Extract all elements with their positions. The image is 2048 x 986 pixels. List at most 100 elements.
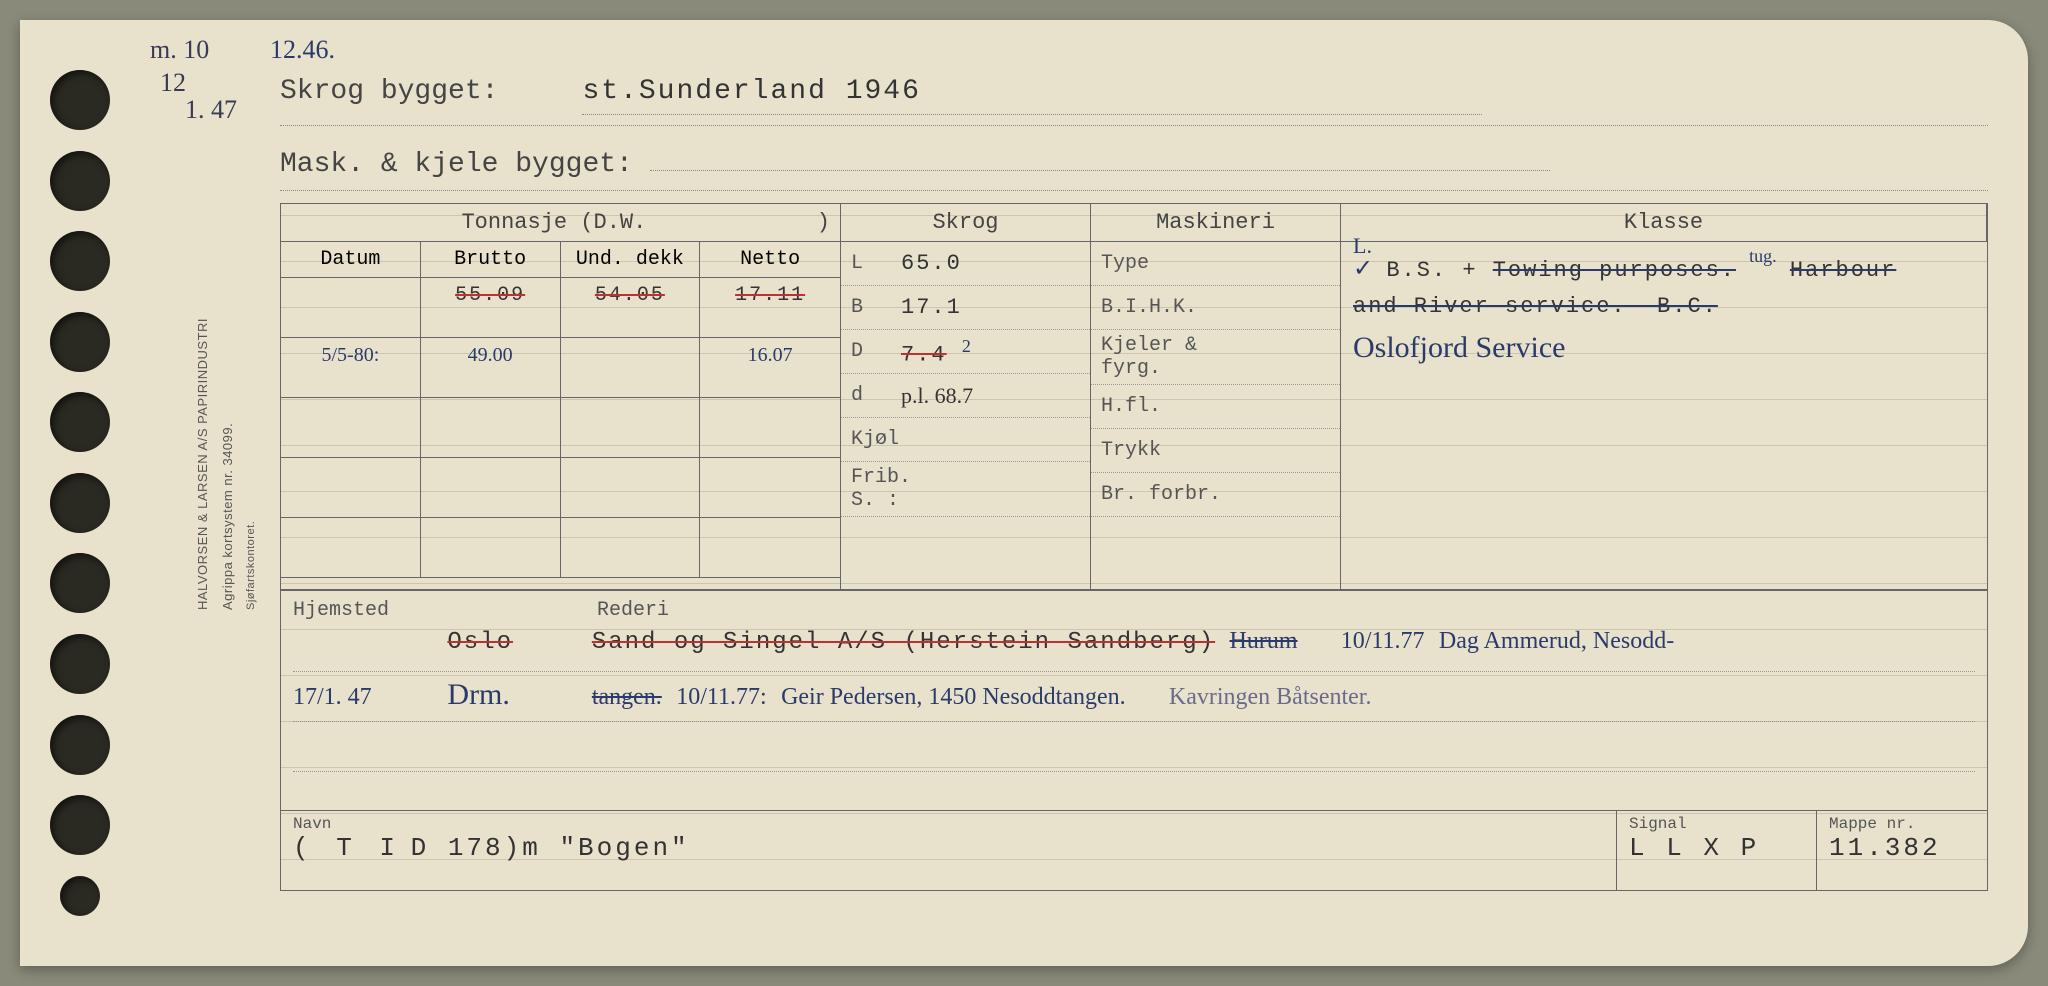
tonnage-title-close: ) <box>817 210 830 235</box>
tonnage-block: Datum Brutto Und. dekk Netto 55.09 54.05… <box>281 242 841 590</box>
B-label: B <box>851 296 901 319</box>
mappe-value: 11.382 <box>1829 833 1975 863</box>
klasse-hand-line: Oslofjord Service <box>1353 331 1565 364</box>
kjol-label: Kjøl <box>851 428 941 451</box>
type-label: Type <box>1101 252 1191 275</box>
br-label: Br. forbr. <box>1101 483 1231 506</box>
B-value: 17.1 <box>901 295 962 320</box>
trykk-label: Trykk <box>1101 439 1191 462</box>
skrog-bygget-row: Skrog bygget: st.Sunderland 1946 <box>280 70 1988 126</box>
hole <box>50 553 110 613</box>
blank <box>421 518 561 578</box>
hole <box>50 473 110 533</box>
index-card: HALVORSEN & LARSEN A/S PAPIRINDUSTRI Agr… <box>20 20 2028 966</box>
hole <box>50 392 110 452</box>
rederi2-tail: Kavringen Båtsenter. <box>1169 684 1372 710</box>
blank <box>561 398 701 458</box>
lower-date1: 10/11.77 <box>1341 628 1425 654</box>
margin-note-1: m. 10 <box>150 35 209 65</box>
rederi-label: Rederi <box>597 599 669 622</box>
footer-navn: Navn ( T I D 178)m "Bogen" <box>281 811 1617 890</box>
tonnage-header: Tonnasje (D.W. ) <box>281 204 841 242</box>
side-imprint-2: Agrippa kortsystem nr. 34099. <box>220 423 235 610</box>
rederi1-tail: Hurum <box>1230 628 1298 654</box>
hole <box>50 70 110 130</box>
lower-row-2: 17/1. 47 Drm. tangen. 10/11.77: Geir Ped… <box>293 672 1975 722</box>
blank <box>700 518 840 578</box>
mask-kjele-label: Mask. & kjele bygget: <box>280 149 633 180</box>
blank <box>561 458 701 518</box>
main-grid: Tonnasje (D.W. ) Skrog Maskineri Klasse … <box>280 203 1988 591</box>
klasse-header: Klasse <box>1341 204 1987 242</box>
hj-date2: 17/1. 47 <box>293 684 433 711</box>
L-value: 65.0 <box>901 251 962 276</box>
tonnage-body: 55.09 54.05 17.11 5/5-80: 49.00 16.07 <box>281 278 840 578</box>
L-label: L <box>851 252 901 275</box>
r1-netto: 16.07 <box>700 338 840 398</box>
hjemsted-label: Hjemsted <box>293 599 453 622</box>
klasse-line2: and River service.- B.C. <box>1353 294 1718 319</box>
mask-kjele-value <box>650 132 1550 171</box>
klasse-line1a: B.S. + <box>1386 258 1492 283</box>
klasse-L-note: L. <box>1353 228 1372 263</box>
signal-value: L L X P <box>1629 833 1804 863</box>
r1-brutto: 49.00 <box>421 338 561 398</box>
lower-row-1: Oslo Sand og Singel A/S (Herstein Sandbe… <box>293 622 1975 672</box>
footer: Navn ( T I D 178)m "Bogen" Signal L L X … <box>280 811 1988 891</box>
lower-date2: 10/11.77: <box>676 684 766 710</box>
hole <box>50 715 110 775</box>
r0-datum <box>281 278 421 338</box>
d-note: p.l. 68.7 <box>901 383 973 409</box>
navn-value: D 178)m "Bogen" <box>411 833 690 863</box>
col-brutto: Brutto <box>421 242 561 278</box>
blank <box>700 398 840 458</box>
side-imprint-1: HALVORSEN & LARSEN A/S PAPIRINDUSTRI <box>195 318 210 610</box>
col-datum: Datum <box>281 242 421 278</box>
margin-date-top: 12.46. <box>270 35 335 65</box>
skrog-header: Skrog <box>841 204 1091 242</box>
col-netto: Netto <box>700 242 840 278</box>
tangen: tangen. <box>592 684 662 710</box>
tonnage-subheader: Datum Brutto Und. dekk Netto <box>281 242 840 278</box>
rederi2: Geir Pedersen, 1450 Nesoddtangen. <box>781 684 1126 710</box>
side-imprint-3: Sjøfartskontoret. <box>245 521 257 610</box>
kjeler-label: Kjeler & fyrg. <box>1101 334 1231 380</box>
mask-kjele-row: Mask. & kjele bygget: <box>280 126 1988 191</box>
D-value-struck: 7.4 <box>901 343 947 368</box>
r1-und <box>561 338 701 398</box>
navn-pre: ( T I <box>293 833 401 863</box>
klasse-tug-note: tug. <box>1749 246 1777 266</box>
hfl-label: H.fl. <box>1101 395 1191 418</box>
hj1: Oslo <box>447 629 577 656</box>
r1-datum: 5/5-80: <box>281 338 421 398</box>
hj2: Drm. <box>447 678 577 712</box>
blank <box>281 518 421 578</box>
maskineri-header: Maskineri <box>1091 204 1341 242</box>
blank <box>281 458 421 518</box>
signal-label: Signal <box>1629 815 1804 833</box>
rederi1-end: Dag Ammerud, Nesodd- <box>1439 628 1674 654</box>
hole <box>50 634 110 694</box>
frib-label: Frib. S. : <box>851 466 941 512</box>
hole <box>50 151 110 211</box>
col-und: Und. dekk <box>561 242 701 278</box>
blank <box>561 518 701 578</box>
klasse-block: L. ✓ B.S. + Towing purposes. tug. Harbou… <box>1341 242 1987 590</box>
margin-note-2: 12 <box>160 68 186 98</box>
bihk-label: B.I.H.K. <box>1101 296 1191 319</box>
D-label: D <box>851 340 901 363</box>
klasse-line1b: Towing purposes. <box>1493 258 1736 283</box>
rederi1: Sand og Singel A/S (Herstein Sandberg) <box>592 629 1215 656</box>
skrog-block: L65.0 B17.1 D 7.4 2 dp.l. 68.7 Kjøl Frib… <box>841 242 1091 590</box>
maskineri-block: Type B.I.H.K. Kjeler & fyrg. H.fl. Trykk… <box>1091 242 1341 590</box>
footer-signal: Signal L L X P <box>1617 811 1817 890</box>
hole <box>50 312 110 372</box>
footer-mappe: Mappe nr. 11.382 <box>1817 811 1987 890</box>
blank <box>421 458 561 518</box>
blank <box>421 398 561 458</box>
r0-netto: 17.11 <box>700 278 840 338</box>
r0-brutto: 55.09 <box>421 278 561 338</box>
hole <box>50 231 110 291</box>
hole <box>50 795 110 855</box>
D-correction: 2 <box>962 336 973 356</box>
